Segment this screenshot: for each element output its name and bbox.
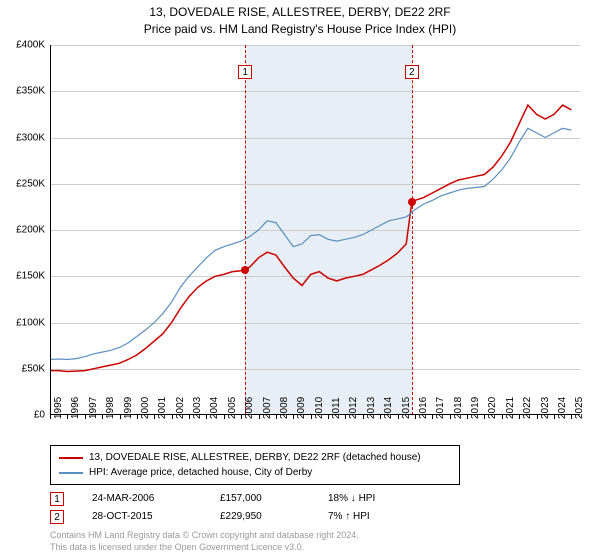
x-tick-label: 1999 — [123, 397, 134, 419]
legend-swatch-property — [59, 457, 83, 459]
footer: Contains HM Land Registry data © Crown c… — [50, 530, 359, 553]
event-marker-1: 1 — [50, 492, 64, 506]
y-tick-label: £150K — [16, 271, 45, 282]
x-tick-label: 2020 — [487, 397, 498, 419]
x-tick-label: 2017 — [435, 397, 446, 419]
legend-row-hpi: HPI: Average price, detached house, City… — [59, 465, 451, 480]
legend-label-property: 13, DOVEDALE RISE, ALLESTREE, DERBY, DE2… — [89, 450, 421, 465]
footer-line-1: Contains HM Land Registry data © Crown c… — [50, 530, 359, 542]
x-tick-label: 1996 — [70, 397, 81, 419]
x-tick-label: 2018 — [453, 397, 464, 419]
event-price-2: £229,950 — [220, 508, 300, 526]
x-tick-label: 2023 — [540, 397, 551, 419]
y-tick-label: £50K — [22, 363, 45, 374]
x-tick-label: 2012 — [348, 397, 359, 419]
x-tick-label: 2016 — [418, 397, 429, 419]
x-tick-label: 2004 — [209, 397, 220, 419]
x-tick-label: 2000 — [140, 397, 151, 419]
event-diff-2: 7% ↑ HPI — [328, 508, 408, 526]
chart-container: 13, DOVEDALE RISE, ALLESTREE, DERBY, DE2… — [0, 0, 600, 560]
x-tick-label: 2025 — [574, 397, 585, 419]
event-price-1: £157,000 — [220, 490, 300, 508]
chart-area: 12 £0£50K£100K£150K£200K£250K£300K£350K£… — [50, 45, 580, 415]
y-tick-label: £300K — [16, 132, 45, 143]
event-date-2: 28-OCT-2015 — [92, 508, 192, 526]
x-tick-label: 2009 — [296, 397, 307, 419]
x-tick-label: 2002 — [175, 397, 186, 419]
x-tick-label: 2010 — [314, 397, 325, 419]
event-marker-2: 2 — [50, 510, 64, 524]
legend-row-property: 13, DOVEDALE RISE, ALLESTREE, DERBY, DE2… — [59, 450, 451, 465]
legend-swatch-hpi — [59, 472, 83, 474]
x-tick-label: 2006 — [244, 397, 255, 419]
event-date-1: 24-MAR-2006 — [92, 490, 192, 508]
sales-row-2: 2 28-OCT-2015 £229,950 7% ↑ HPI — [50, 508, 408, 526]
title-line-2: Price paid vs. HM Land Registry's House … — [0, 21, 600, 38]
x-tick-label: 2019 — [470, 397, 481, 419]
sales-table: 1 24-MAR-2006 £157,000 18% ↓ HPI 2 28-OC… — [50, 490, 408, 526]
footer-line-2: This data is licensed under the Open Gov… — [50, 542, 359, 554]
x-tick-label: 2001 — [157, 397, 168, 419]
y-tick-label: £400K — [16, 40, 45, 51]
x-tick-label: 1995 — [53, 397, 64, 419]
x-tick-label: 2011 — [331, 397, 342, 419]
x-tick-label: 2008 — [279, 397, 290, 419]
event-diff-1: 18% ↓ HPI — [328, 490, 408, 508]
legend-label-hpi: HPI: Average price, detached house, City… — [89, 465, 312, 480]
x-tick-label: 2015 — [401, 397, 412, 419]
title-block: 13, DOVEDALE RISE, ALLESTREE, DERBY, DE2… — [0, 0, 600, 38]
x-tick-label: 2021 — [505, 397, 516, 419]
x-tick-label: 1998 — [105, 397, 116, 419]
x-tick-label: 2022 — [522, 397, 533, 419]
x-tick-label: 2007 — [262, 397, 273, 419]
y-tick-label: £350K — [16, 86, 45, 97]
x-tick-label: 2013 — [366, 397, 377, 419]
x-tick-label: 2024 — [557, 397, 568, 419]
y-tick-label: £250K — [16, 178, 45, 189]
y-tick-label: £0 — [34, 410, 45, 421]
plot-frame — [50, 45, 580, 415]
title-line-1: 13, DOVEDALE RISE, ALLESTREE, DERBY, DE2… — [0, 4, 600, 21]
y-tick-label: £100K — [16, 317, 45, 328]
x-tick-label: 2005 — [227, 397, 238, 419]
sales-row-1: 1 24-MAR-2006 £157,000 18% ↓ HPI — [50, 490, 408, 508]
x-tick-label: 2003 — [192, 397, 203, 419]
x-tick-label: 1997 — [88, 397, 99, 419]
legend: 13, DOVEDALE RISE, ALLESTREE, DERBY, DE2… — [50, 445, 460, 485]
y-tick-label: £200K — [16, 225, 45, 236]
x-tick-label: 2014 — [383, 397, 394, 419]
